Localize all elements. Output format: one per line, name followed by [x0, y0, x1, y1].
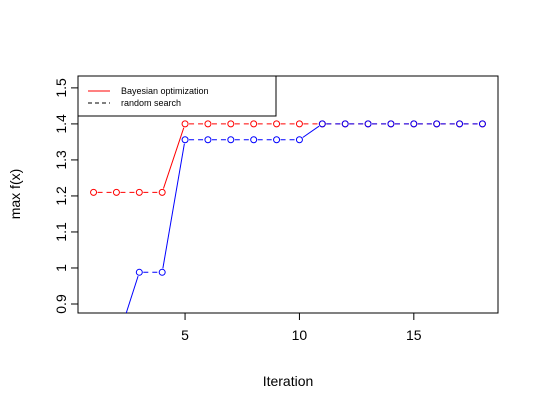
y-axis-label: max f(x): [7, 169, 23, 220]
plot-area: [90, 120, 486, 347]
x-tick-label: 15: [406, 327, 422, 343]
data-point: [250, 120, 258, 128]
y-tick-label: 1.2: [53, 186, 69, 206]
data-point: [364, 120, 372, 128]
data-point: [295, 120, 303, 128]
data-point: [204, 136, 212, 144]
data-point: [433, 120, 441, 128]
data-point: [318, 120, 326, 128]
y-tick-label: 1.3: [53, 150, 69, 170]
data-point: [227, 120, 235, 128]
data-point: [181, 136, 189, 144]
data-point: [295, 136, 303, 144]
y-tick-label: 1.4: [53, 114, 69, 134]
data-point: [135, 268, 143, 276]
data-point: [181, 120, 189, 128]
data-point: [250, 136, 258, 144]
data-point: [273, 136, 281, 144]
data-point: [112, 188, 120, 196]
data-point: [227, 136, 235, 144]
x-tick-label: 10: [292, 327, 308, 343]
data-point: [204, 120, 212, 128]
data-point: [387, 120, 395, 128]
legend-label: random search: [121, 98, 181, 108]
data-point: [478, 120, 486, 128]
y-tick-label: 0.9: [53, 294, 69, 314]
data-point: [158, 268, 166, 276]
y-tick-label: 1.5: [53, 78, 69, 98]
data-point: [410, 120, 418, 128]
legend-label: Bayesian optimization: [121, 86, 209, 96]
x-tick-label: 5: [181, 327, 189, 343]
y-tick-label: 1.1: [53, 222, 69, 242]
data-point: [341, 120, 349, 128]
data-point: [158, 188, 166, 196]
series-segment: [302, 125, 320, 138]
y-tick-label: 1: [53, 264, 69, 272]
data-point: [91, 341, 97, 347]
x-axis-label: Iteration: [263, 373, 314, 389]
series-segment: [125, 275, 139, 313]
data-point: [90, 188, 98, 196]
plot-box: [77, 75, 499, 314]
legend-box: [77, 75, 277, 117]
data-point: [135, 188, 143, 196]
series-segment: [162, 127, 185, 189]
data-point: [113, 341, 119, 347]
data-point: [273, 120, 281, 128]
series-segment: [162, 143, 185, 269]
data-point: [456, 120, 464, 128]
